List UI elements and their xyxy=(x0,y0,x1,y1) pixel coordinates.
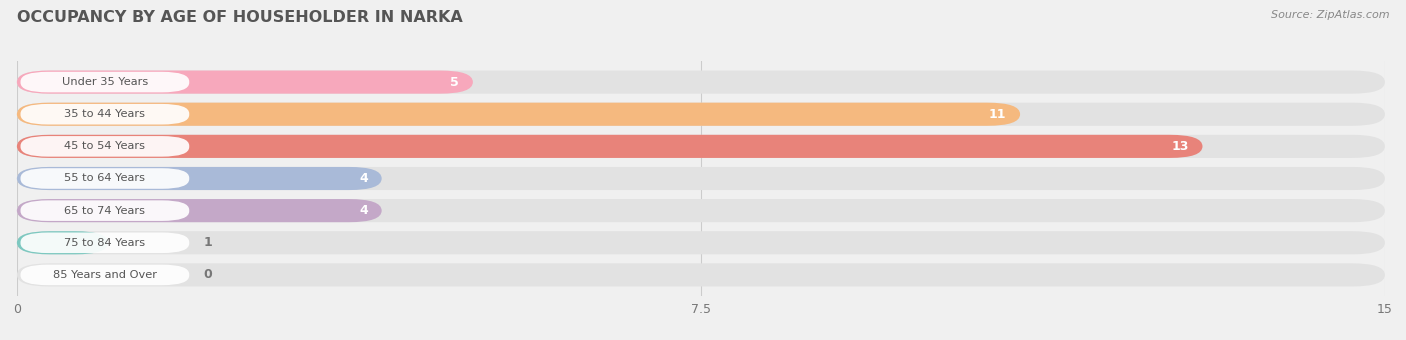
Text: 0: 0 xyxy=(204,268,212,282)
Text: 13: 13 xyxy=(1171,140,1189,153)
FancyBboxPatch shape xyxy=(21,233,190,253)
FancyBboxPatch shape xyxy=(17,231,108,254)
Text: 55 to 64 Years: 55 to 64 Years xyxy=(65,173,145,184)
Text: 4: 4 xyxy=(360,172,368,185)
FancyBboxPatch shape xyxy=(21,72,190,92)
FancyBboxPatch shape xyxy=(21,104,190,124)
FancyBboxPatch shape xyxy=(17,199,1385,222)
Text: OCCUPANCY BY AGE OF HOUSEHOLDER IN NARKA: OCCUPANCY BY AGE OF HOUSEHOLDER IN NARKA xyxy=(17,10,463,25)
Text: 45 to 54 Years: 45 to 54 Years xyxy=(65,141,145,151)
FancyBboxPatch shape xyxy=(17,231,1385,254)
Text: 65 to 74 Years: 65 to 74 Years xyxy=(65,206,145,216)
FancyBboxPatch shape xyxy=(21,136,190,157)
FancyBboxPatch shape xyxy=(17,70,1385,94)
FancyBboxPatch shape xyxy=(17,199,381,222)
FancyBboxPatch shape xyxy=(21,200,190,221)
FancyBboxPatch shape xyxy=(17,264,1385,287)
FancyBboxPatch shape xyxy=(17,167,381,190)
FancyBboxPatch shape xyxy=(17,70,472,94)
Text: 5: 5 xyxy=(450,75,460,89)
FancyBboxPatch shape xyxy=(21,265,190,285)
Text: 1: 1 xyxy=(204,236,212,249)
Text: 35 to 44 Years: 35 to 44 Years xyxy=(65,109,145,119)
FancyBboxPatch shape xyxy=(17,135,1385,158)
Text: 11: 11 xyxy=(988,108,1007,121)
Text: 85 Years and Over: 85 Years and Over xyxy=(53,270,157,280)
FancyBboxPatch shape xyxy=(17,103,1385,126)
Text: 75 to 84 Years: 75 to 84 Years xyxy=(65,238,145,248)
Text: Under 35 Years: Under 35 Years xyxy=(62,77,148,87)
FancyBboxPatch shape xyxy=(17,167,1385,190)
FancyBboxPatch shape xyxy=(17,135,1202,158)
Text: Source: ZipAtlas.com: Source: ZipAtlas.com xyxy=(1271,10,1389,20)
Text: 4: 4 xyxy=(360,204,368,217)
FancyBboxPatch shape xyxy=(21,168,190,189)
FancyBboxPatch shape xyxy=(17,103,1021,126)
